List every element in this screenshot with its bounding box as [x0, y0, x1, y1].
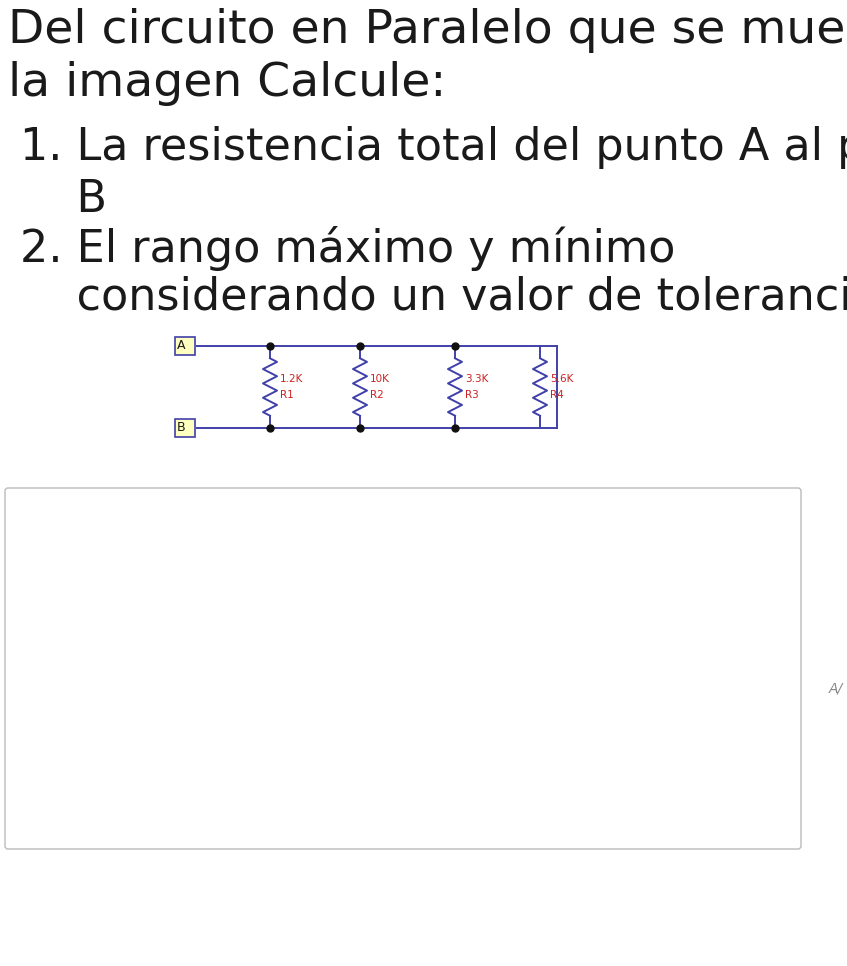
- Text: Del circuito en Paralelo que se muestra en: Del circuito en Paralelo que se muestra …: [8, 8, 847, 53]
- Text: 5.6K: 5.6K: [550, 374, 573, 384]
- FancyBboxPatch shape: [175, 419, 195, 437]
- Text: R3: R3: [465, 390, 479, 400]
- Text: R2: R2: [370, 390, 384, 400]
- Text: 3.3K: 3.3K: [465, 374, 489, 384]
- Text: la imagen Calcule:: la imagen Calcule:: [8, 61, 446, 106]
- Text: considerando un valor de tolerancia oro: considerando un valor de tolerancia oro: [20, 276, 847, 319]
- Text: 1.2K: 1.2K: [280, 374, 303, 384]
- Text: 10K: 10K: [370, 374, 390, 384]
- FancyBboxPatch shape: [175, 337, 195, 355]
- Text: A/: A/: [829, 681, 843, 696]
- Text: 1. La resistencia total del punto A al punto: 1. La resistencia total del punto A al p…: [20, 126, 847, 169]
- FancyBboxPatch shape: [5, 488, 801, 849]
- Text: R1: R1: [280, 390, 294, 400]
- Text: B: B: [20, 178, 107, 221]
- Text: R4: R4: [550, 390, 564, 400]
- Text: B: B: [177, 421, 185, 434]
- Text: 2. El rango máximo y mínimo: 2. El rango máximo y mínimo: [20, 226, 675, 271]
- Text: A: A: [177, 339, 185, 352]
